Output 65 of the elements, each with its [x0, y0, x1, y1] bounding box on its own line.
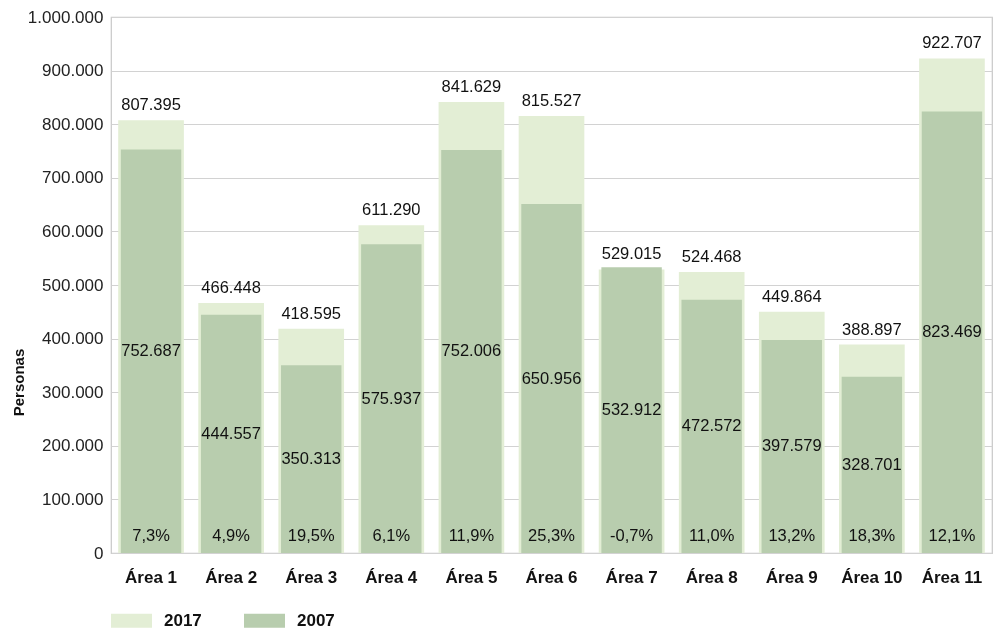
- x-tick-label: Área 4: [365, 567, 418, 587]
- data-label: 752.687: [121, 341, 181, 360]
- data-label: 444.557: [201, 423, 261, 442]
- data-label: 532.912: [601, 400, 662, 419]
- data-label: 529.015: [601, 244, 662, 263]
- data-label: 823.469: [922, 322, 982, 341]
- bar: [921, 111, 983, 553]
- x-tick-label: Área 1: [125, 567, 178, 587]
- bar: [441, 149, 502, 553]
- data-label: 650.956: [521, 368, 582, 387]
- data-label: 397.579: [761, 436, 822, 455]
- x-tick-label: Área 8: [685, 567, 738, 587]
- y-tick-label: 100.000: [42, 489, 104, 509]
- data-label: 575.937: [361, 388, 422, 407]
- y-tick-label: 200.000: [42, 436, 104, 456]
- annotation: 12,1%: [928, 526, 976, 544]
- data-label: 388.897: [842, 319, 902, 338]
- data-label: 611.290: [362, 200, 421, 219]
- bar: [681, 299, 742, 553]
- annotation: 4,9%: [212, 526, 251, 544]
- annotation: 18,3%: [848, 526, 896, 544]
- annotation: 11,0%: [688, 526, 735, 544]
- data-label: 807.395: [121, 95, 181, 114]
- x-tick-label: Área 6: [525, 567, 578, 587]
- x-tick-label: Área 7: [605, 567, 658, 587]
- data-label: 922.707: [922, 33, 982, 52]
- annotation: 25,3%: [528, 526, 576, 544]
- data-label: 841.629: [441, 76, 502, 95]
- x-tick-label: Área 10: [841, 567, 903, 587]
- y-tick-label: 400.000: [42, 329, 104, 349]
- y-tick-label: 800.000: [42, 114, 104, 134]
- data-label: 472.572: [681, 416, 742, 435]
- x-tick-label: Área 11: [921, 567, 983, 587]
- data-label: 752.006: [441, 341, 502, 360]
- x-tick-label: Área 3: [285, 567, 338, 587]
- y-tick-label: 1.000.000: [27, 7, 104, 27]
- annotation: 19,5%: [287, 526, 335, 544]
- y-tick-label: 600.000: [42, 221, 104, 241]
- annotation: 11,9%: [448, 526, 495, 544]
- data-label: 328.701: [842, 454, 902, 473]
- bar: [521, 204, 582, 553]
- data-label: 449.864: [761, 286, 822, 305]
- data-label: 815.527: [521, 90, 582, 109]
- legend-label: 2017: [164, 610, 202, 630]
- data-label: 418.595: [281, 303, 342, 322]
- annotation: 13,2%: [768, 526, 816, 544]
- annotation: 7,3%: [132, 526, 171, 544]
- y-axis-title: Personas: [9, 348, 27, 417]
- bar: [761, 339, 822, 553]
- y-tick-label: 300.000: [42, 382, 104, 402]
- x-tick-label: Área 9: [765, 567, 818, 587]
- x-tick-label: Área 5: [445, 567, 498, 587]
- bar: [841, 376, 903, 553]
- y-tick-label: 500.000: [42, 275, 104, 295]
- legend-label: 2007: [297, 610, 335, 630]
- data-label: 350.313: [281, 449, 342, 468]
- y-tick-label: 900.000: [42, 61, 104, 81]
- annotation: 6,1%: [372, 526, 411, 544]
- data-label: 524.468: [681, 246, 742, 265]
- data-label: 466.448: [201, 277, 261, 296]
- x-tick-label: Área 2: [205, 567, 258, 587]
- y-tick-label: 0: [94, 543, 104, 563]
- y-tick-label: 700.000: [42, 168, 104, 188]
- annotation: -0,7%: [610, 526, 654, 544]
- bar: [281, 365, 342, 553]
